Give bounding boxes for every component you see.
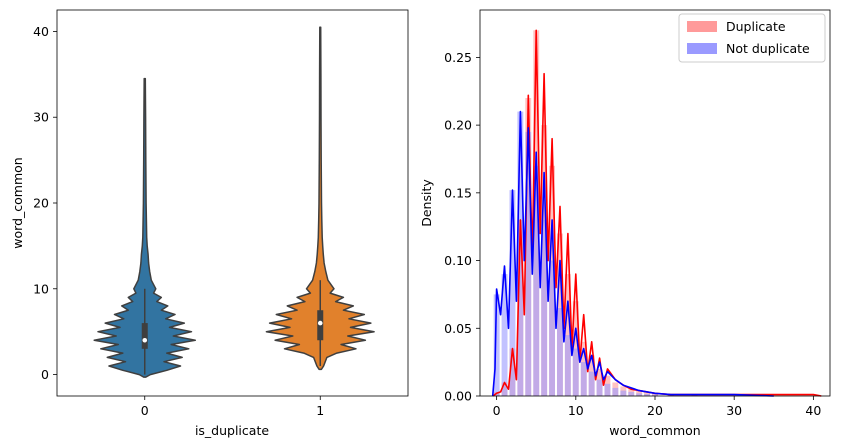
y-tick-label: 10 bbox=[33, 281, 49, 296]
x-tick-label: 30 bbox=[726, 403, 742, 418]
histogram-bars bbox=[493, 30, 698, 397]
x-tick-label: 40 bbox=[805, 403, 821, 418]
histogram-bar-not-duplicate bbox=[501, 274, 508, 396]
legend-swatch-not-duplicate bbox=[687, 43, 717, 54]
histogram-bar-not-duplicate bbox=[604, 383, 611, 396]
y-tick-label: 0.15 bbox=[444, 185, 472, 200]
histogram-bar-not-duplicate bbox=[620, 390, 627, 396]
y-axis-ticks: 0.00 0.05 0.10 0.15 0.20 0.25 bbox=[444, 50, 480, 404]
histogram-bar-not-duplicate bbox=[564, 335, 571, 396]
y-tick-label: 0.10 bbox=[444, 253, 472, 268]
histogram-bar-not-duplicate bbox=[636, 393, 643, 396]
plot-frame bbox=[56, 9, 409, 397]
legend: Duplicate Not duplicate bbox=[678, 13, 826, 63]
x-tick-label: 0 bbox=[493, 403, 501, 418]
histogram-bar-not-duplicate bbox=[549, 260, 555, 396]
histogram-bar-not-duplicate bbox=[533, 165, 540, 396]
kde-line-not-duplicate bbox=[491, 110, 774, 397]
histogram-bar-not-duplicate bbox=[580, 362, 587, 396]
histogram-bar-not-duplicate bbox=[541, 219, 548, 396]
histogram-bar-not-duplicate bbox=[588, 371, 595, 396]
histogram-bar-not-duplicate bbox=[644, 394, 650, 396]
y-tick-label: 20 bbox=[33, 196, 49, 211]
legend-label-duplicate: Duplicate bbox=[726, 19, 786, 34]
histogram-bar-not-duplicate bbox=[525, 131, 532, 396]
histogram-bar-duplicate bbox=[644, 391, 650, 396]
histogram-bar-not-duplicate bbox=[509, 190, 516, 396]
y-tick-label: 0 bbox=[41, 367, 49, 382]
x-tick-label: 20 bbox=[647, 403, 663, 418]
x-axis-label: is_duplicate bbox=[195, 423, 269, 438]
histogram-bar-not-duplicate bbox=[557, 308, 563, 396]
x-axis-label: word_common bbox=[609, 423, 700, 438]
y-tick-label: 0.05 bbox=[444, 321, 472, 336]
y-axis-label: Density bbox=[419, 179, 434, 227]
histogram-bar-not-duplicate bbox=[572, 348, 579, 396]
violin-median-0 bbox=[142, 337, 148, 343]
y-axis-label: word_common bbox=[10, 157, 25, 248]
histogram-bar-duplicate bbox=[564, 274, 571, 396]
violin-median-1 bbox=[317, 320, 323, 326]
plot-frame bbox=[479, 9, 831, 397]
y-tick-label: 40 bbox=[33, 24, 49, 39]
x-tick-label: 0 bbox=[141, 403, 149, 418]
legend-swatch-duplicate bbox=[687, 21, 717, 32]
histogram-bar-not-duplicate bbox=[652, 394, 658, 396]
violin-plot-area bbox=[93, 26, 375, 378]
y-tick-label: 30 bbox=[33, 110, 49, 125]
violin-1 bbox=[265, 26, 375, 371]
y-tick-label: 0.00 bbox=[444, 389, 472, 404]
histogram-bar-not-duplicate bbox=[493, 294, 500, 396]
legend-label-not-duplicate: Not duplicate bbox=[726, 41, 810, 56]
x-tick-label: 1 bbox=[316, 403, 324, 418]
y-tick-label: 0.25 bbox=[444, 50, 472, 65]
violin-iqr-box-0 bbox=[141, 323, 148, 349]
histogram-panel: 0.00 0.05 0.10 0.15 0.20 0.25 0 10 20 30 40 word_… bbox=[419, 9, 831, 438]
x-tick-label: 10 bbox=[568, 403, 584, 418]
x-axis-ticks: 0 10 20 30 40 bbox=[493, 396, 821, 418]
violin-0 bbox=[93, 77, 197, 378]
kde-lines bbox=[491, 29, 822, 397]
histogram-bar-not-duplicate bbox=[596, 379, 603, 396]
histogram-bar-not-duplicate bbox=[628, 391, 635, 396]
histogram-bar-not-duplicate bbox=[612, 387, 619, 396]
y-tick-label: 0.20 bbox=[444, 118, 472, 133]
y-axis-ticks: 0 10 20 30 40 bbox=[33, 24, 57, 382]
